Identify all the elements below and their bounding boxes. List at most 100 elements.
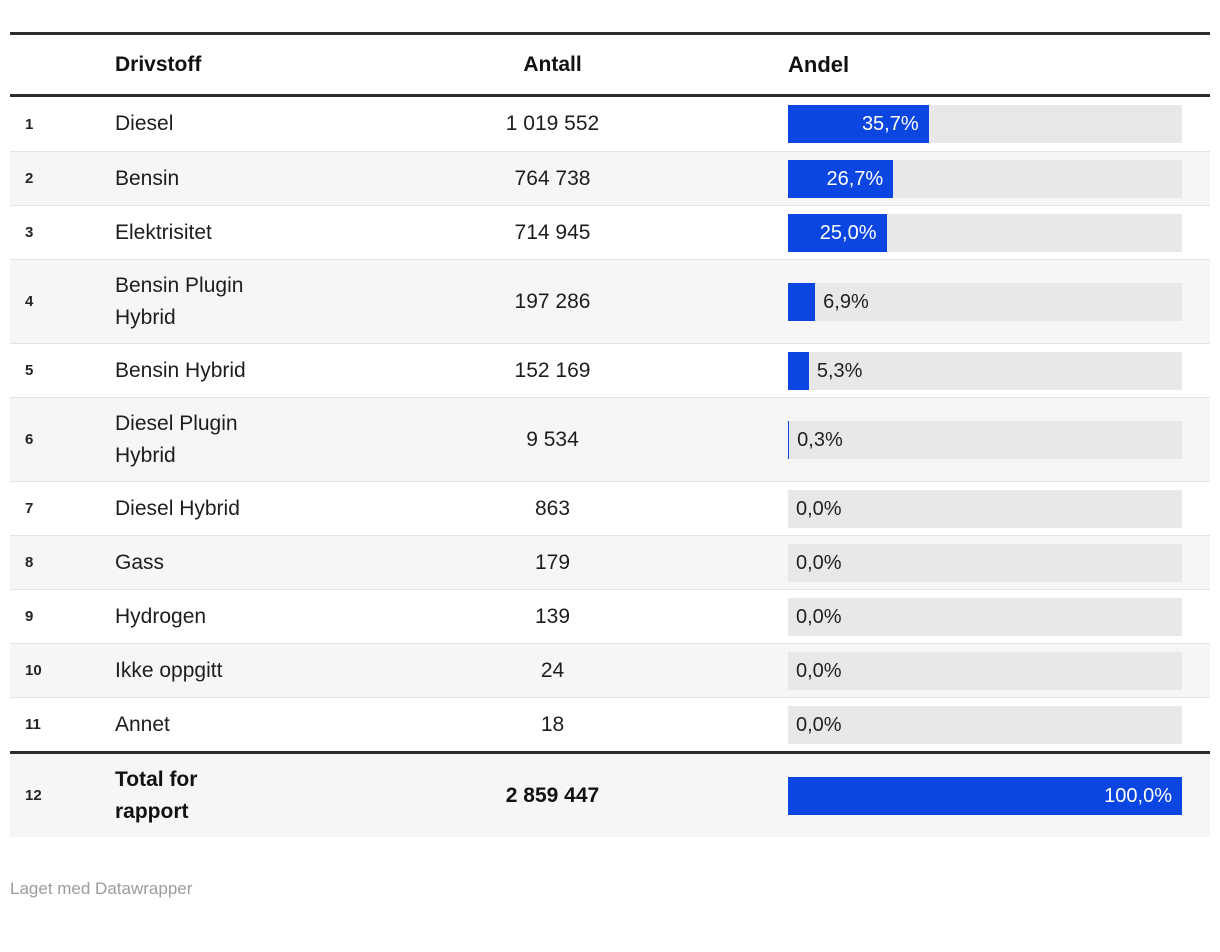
share-bar-track: 0,0% 0,0% xyxy=(788,597,1182,636)
row-number: 8 xyxy=(25,554,34,571)
column-header-andel: Andel xyxy=(788,51,850,77)
fuel-type-label: Annet xyxy=(115,712,170,736)
row-number: 3 xyxy=(25,224,34,241)
datawrapper-credit-link[interactable]: Laget med Datawrapper xyxy=(10,879,193,898)
share-bar-track: 0,0% 0,0% xyxy=(788,705,1182,744)
count-value: 764 738 xyxy=(514,166,591,190)
share-value-label: 0,0% xyxy=(796,713,842,736)
share-bar-track: 0,3% 0,3% xyxy=(788,420,1182,459)
share-bar-fill: 6,9% xyxy=(788,282,816,321)
share-bar-track: 0,0% 0,0% xyxy=(788,651,1182,690)
fuel-type-label: Hydrogen xyxy=(115,604,207,628)
table-row: 8 Gass 179 0,0% 0,0% xyxy=(10,535,1210,589)
table-row: 7 Diesel Hybrid 863 0,0% 0,0% xyxy=(10,481,1210,535)
share-cell: 100,0% 100,0% xyxy=(780,776,1210,815)
share-cell: 0,3% 0,3% xyxy=(780,420,1210,459)
share-bar-fill: 0,3% xyxy=(788,420,790,459)
datawrapper-table-chart: Drivstoff Antall Andel 1 Diesel 1 019 55… xyxy=(0,32,1220,899)
row-number: 5 xyxy=(25,362,34,379)
table-row: 1 Diesel 1 019 552 35,7% 35,7% xyxy=(10,97,1210,151)
table-row: 2 Bensin 764 738 26,7% 26,7% xyxy=(10,151,1210,205)
share-bar-track: 35,7% 35,7% xyxy=(788,105,1182,143)
count-value: 1 019 552 xyxy=(505,112,600,135)
table-row: 4 Bensin Plugin Hybrid 197 286 6,9% 6,9% xyxy=(10,259,1210,343)
share-cell: 0,0% 0,0% xyxy=(780,597,1210,636)
share-value-label: 100,0% xyxy=(1104,784,1172,807)
table-row: 12 Total for rapport 2 859 447 100,0% 10… xyxy=(10,751,1210,837)
count-value: 18 xyxy=(540,712,565,736)
row-number: 4 xyxy=(25,293,34,310)
table-row: 11 Annet 18 0,0% 0,0% xyxy=(10,697,1210,751)
count-value: 152 169 xyxy=(514,358,591,382)
fuel-type-label: Diesel Hybrid xyxy=(115,496,240,520)
count-value: 2 859 447 xyxy=(505,783,600,807)
share-value-label: 26,7% xyxy=(826,167,884,190)
share-cell: 0,0% 0,0% xyxy=(780,543,1210,582)
share-bar-fill: 100,0% xyxy=(788,776,1182,815)
fuel-type-label: Bensin Plugin Hybrid xyxy=(115,274,244,329)
share-bar-track: 100,0% 100,0% xyxy=(788,776,1182,815)
fuel-type-label: Elektrisitet xyxy=(115,220,212,244)
fuel-type-label: Ikke oppgitt xyxy=(115,658,223,682)
row-number: 10 xyxy=(25,662,42,679)
fuel-type-label: Total for rapport xyxy=(115,768,198,823)
fuel-type-label: Gass xyxy=(115,550,165,574)
share-cell: 0,0% 0,0% xyxy=(780,705,1210,744)
share-value-label: 6,9% xyxy=(823,290,869,313)
fuel-type-label: Diesel xyxy=(115,112,174,136)
attribution: Laget med Datawrapper xyxy=(10,879,1210,899)
table-row: 5 Bensin Hybrid 152 169 5,3% 5,3% xyxy=(10,343,1210,397)
column-header-drivstoff: Drivstoff xyxy=(115,52,202,76)
table-row: 10 Ikke oppgitt 24 0,0% 0,0% xyxy=(10,643,1210,697)
share-bar-fill: 35,7% xyxy=(788,105,929,143)
count-value: 179 xyxy=(534,550,571,574)
count-value: 139 xyxy=(534,604,571,628)
column-header-antall: Antall xyxy=(523,52,582,76)
share-value-label: 0,0% xyxy=(796,605,842,628)
row-number: 1 xyxy=(25,115,34,133)
table-body: 1 Diesel 1 019 552 35,7% 35,7% 2 Bensin … xyxy=(10,97,1210,837)
row-number: 11 xyxy=(25,716,41,733)
count-value: 197 286 xyxy=(514,289,591,313)
count-value: 714 945 xyxy=(514,220,591,244)
share-bar-track: 0,0% 0,0% xyxy=(788,489,1182,528)
share-bar-fill: 25,0% xyxy=(788,213,887,252)
row-number: 12 xyxy=(25,787,42,804)
share-value-label: 0,0% xyxy=(796,497,842,520)
count-value: 9 534 xyxy=(526,427,579,451)
row-number: 7 xyxy=(25,500,34,517)
table-row: 6 Diesel Plugin Hybrid 9 534 0,3% 0,3% xyxy=(10,397,1210,481)
row-number: 2 xyxy=(25,170,34,187)
share-bar-fill: 26,7% xyxy=(788,159,894,198)
table-row: 9 Hydrogen 139 0,0% 0,0% xyxy=(10,589,1210,643)
share-bar-track: 25,0% 25,0% xyxy=(788,213,1182,252)
share-cell: 5,3% 5,3% xyxy=(780,351,1210,390)
share-cell: 26,7% 26,7% xyxy=(780,159,1210,198)
count-value: 863 xyxy=(534,496,571,520)
table-header-row: Drivstoff Antall Andel xyxy=(10,35,1210,97)
share-bar-track: 26,7% 26,7% xyxy=(788,159,1182,198)
share-value-label: 0,0% xyxy=(796,659,842,682)
fuel-type-label: Bensin xyxy=(115,166,180,190)
share-bar-track: 5,3% 5,3% xyxy=(788,351,1182,390)
row-number: 6 xyxy=(25,431,34,448)
share-bar-fill: 5,3% xyxy=(788,351,809,390)
fuel-type-label: Diesel Plugin Hybrid xyxy=(115,412,238,467)
row-number: 9 xyxy=(25,608,34,625)
share-cell: 25,0% 25,0% xyxy=(780,213,1210,252)
share-bar-track: 6,9% 6,9% xyxy=(788,282,1182,321)
share-value-label: 0,3% xyxy=(797,428,843,451)
share-value-label: 35,7% xyxy=(861,113,919,135)
share-value-label: 25,0% xyxy=(819,221,877,244)
share-value-label: 0,0% xyxy=(796,551,842,574)
share-cell: 35,7% 35,7% xyxy=(780,105,1210,143)
share-cell: 0,0% 0,0% xyxy=(780,489,1210,528)
share-bar-track: 0,0% 0,0% xyxy=(788,543,1182,582)
share-value-label: 5,3% xyxy=(816,359,863,382)
fuel-table: Drivstoff Antall Andel 1 Diesel 1 019 55… xyxy=(10,32,1210,837)
fuel-type-label: Bensin Hybrid xyxy=(115,358,246,382)
table-row: 3 Elektrisitet 714 945 25,0% 25,0% xyxy=(10,205,1210,259)
count-value: 24 xyxy=(540,658,565,682)
share-cell: 0,0% 0,0% xyxy=(780,651,1210,690)
share-cell: 6,9% 6,9% xyxy=(780,282,1210,321)
